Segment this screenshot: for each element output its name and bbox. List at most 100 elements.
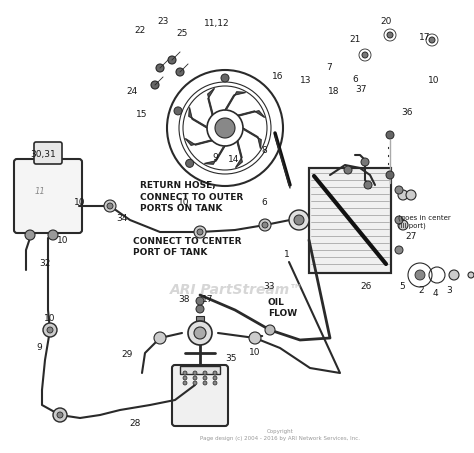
- Text: 38: 38: [178, 295, 190, 304]
- Circle shape: [203, 381, 207, 385]
- Circle shape: [213, 376, 217, 380]
- Circle shape: [188, 321, 212, 345]
- Circle shape: [395, 186, 403, 194]
- Circle shape: [151, 81, 159, 89]
- Text: 10: 10: [428, 76, 439, 85]
- Text: 20: 20: [381, 17, 392, 26]
- Text: 8: 8: [262, 146, 267, 155]
- Text: 10: 10: [57, 236, 68, 246]
- Polygon shape: [238, 111, 264, 117]
- Polygon shape: [243, 128, 261, 149]
- Text: 36: 36: [401, 108, 412, 117]
- Text: 9: 9: [36, 343, 42, 352]
- Bar: [180, 366, 220, 374]
- Circle shape: [221, 74, 229, 82]
- Polygon shape: [204, 146, 225, 164]
- Circle shape: [176, 68, 184, 76]
- Text: 32: 32: [39, 259, 51, 268]
- Circle shape: [57, 412, 63, 418]
- Circle shape: [183, 371, 187, 375]
- Circle shape: [197, 229, 203, 235]
- Circle shape: [395, 246, 403, 254]
- FancyBboxPatch shape: [14, 159, 82, 233]
- Circle shape: [196, 305, 204, 313]
- Text: 37: 37: [356, 85, 367, 94]
- Circle shape: [398, 190, 408, 200]
- Circle shape: [154, 332, 166, 344]
- Circle shape: [468, 272, 474, 278]
- Circle shape: [193, 381, 197, 385]
- Text: 11: 11: [35, 187, 46, 196]
- Polygon shape: [208, 88, 214, 115]
- Bar: [309, 168, 391, 273]
- Circle shape: [183, 381, 187, 385]
- Text: 35: 35: [226, 354, 237, 363]
- Text: 17: 17: [419, 33, 430, 42]
- Circle shape: [415, 270, 425, 280]
- Circle shape: [395, 216, 403, 224]
- Circle shape: [203, 371, 207, 375]
- Circle shape: [265, 325, 275, 335]
- Circle shape: [174, 107, 182, 115]
- Text: 28: 28: [129, 419, 141, 428]
- Circle shape: [25, 230, 35, 240]
- Text: 27: 27: [406, 232, 417, 241]
- Circle shape: [387, 32, 393, 38]
- Circle shape: [186, 159, 194, 167]
- Text: 33: 33: [264, 282, 275, 291]
- Circle shape: [249, 332, 261, 344]
- Circle shape: [168, 56, 176, 64]
- Circle shape: [289, 210, 309, 230]
- Text: 10: 10: [249, 348, 261, 357]
- Circle shape: [259, 219, 271, 231]
- Circle shape: [294, 215, 304, 225]
- Text: 25: 25: [177, 29, 188, 39]
- Text: 18: 18: [328, 87, 340, 96]
- Circle shape: [194, 327, 206, 339]
- Text: 10: 10: [44, 313, 55, 323]
- Circle shape: [48, 230, 58, 240]
- Text: 6: 6: [262, 198, 267, 207]
- Text: 17: 17: [202, 295, 213, 304]
- Text: 10: 10: [74, 198, 85, 207]
- Text: CONNECT TO CENTER
PORT OF TANK: CONNECT TO CENTER PORT OF TANK: [133, 236, 241, 257]
- Polygon shape: [185, 139, 212, 145]
- Text: 23: 23: [158, 17, 169, 26]
- Text: 11,12: 11,12: [204, 19, 230, 28]
- Text: 5: 5: [399, 282, 405, 291]
- Text: Copyright
Page design (c) 2004 - 2016 by ARI Network Services, Inc.: Copyright Page design (c) 2004 - 2016 by…: [200, 429, 360, 441]
- Circle shape: [386, 131, 394, 139]
- Circle shape: [398, 220, 408, 230]
- Text: 24: 24: [126, 87, 137, 96]
- Text: 1: 1: [284, 250, 290, 259]
- Text: 29: 29: [121, 350, 133, 359]
- Text: 34: 34: [117, 214, 128, 223]
- Bar: [309, 168, 391, 273]
- Circle shape: [203, 376, 207, 380]
- Circle shape: [107, 203, 113, 209]
- FancyBboxPatch shape: [172, 365, 228, 426]
- Text: 16: 16: [272, 72, 283, 81]
- Text: 14: 14: [228, 155, 239, 164]
- Circle shape: [361, 158, 369, 166]
- Text: 4: 4: [432, 289, 438, 298]
- Polygon shape: [236, 141, 242, 168]
- Text: 9: 9: [213, 153, 219, 162]
- Text: 7: 7: [327, 63, 332, 72]
- Circle shape: [156, 64, 164, 72]
- Text: 10: 10: [178, 198, 190, 207]
- Circle shape: [215, 118, 235, 138]
- Circle shape: [43, 323, 57, 337]
- Text: RETURN HOSE,
CONNECT TO OUTER
PORTS ON TANK: RETURN HOSE, CONNECT TO OUTER PORTS ON T…: [140, 181, 243, 213]
- Circle shape: [449, 270, 459, 280]
- Text: 22: 22: [134, 26, 146, 35]
- Circle shape: [213, 381, 217, 385]
- Circle shape: [364, 181, 372, 189]
- Circle shape: [183, 376, 187, 380]
- Circle shape: [193, 376, 197, 380]
- Bar: [196, 316, 204, 324]
- Text: 15: 15: [136, 110, 147, 119]
- Text: 2: 2: [418, 286, 424, 295]
- Text: 13: 13: [300, 76, 311, 85]
- Text: OIL
FLOW: OIL FLOW: [268, 298, 297, 318]
